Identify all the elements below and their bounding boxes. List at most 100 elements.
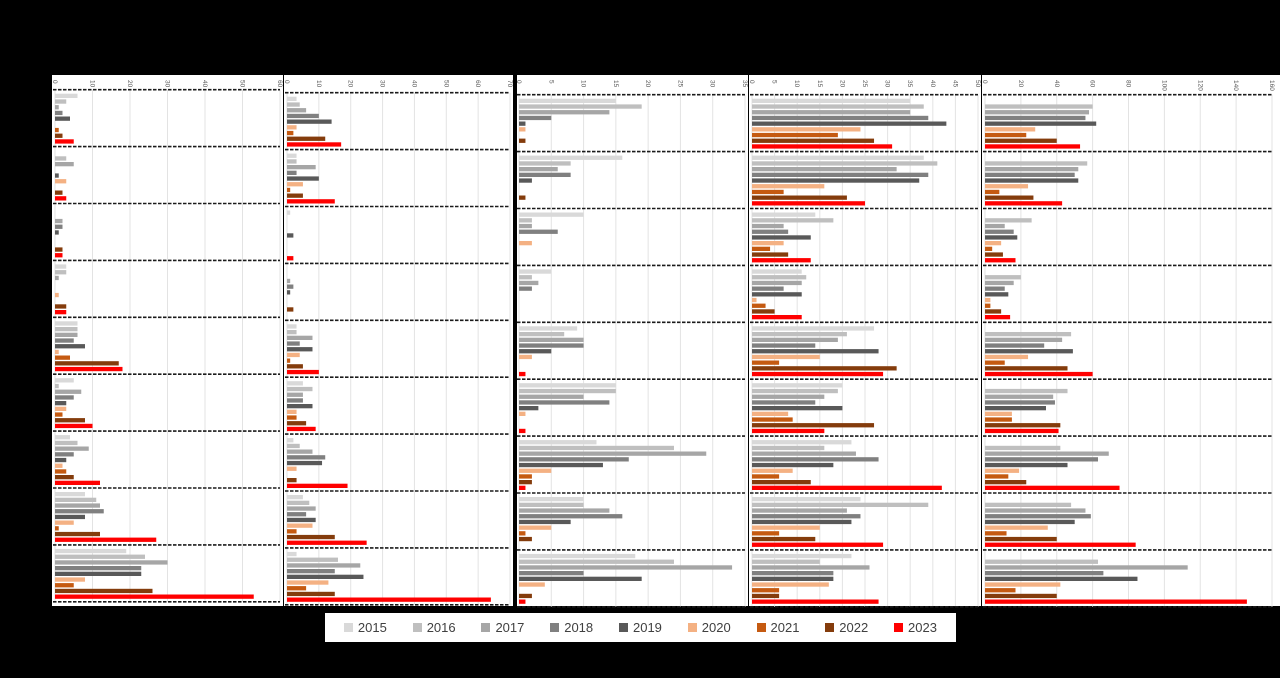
x-tick-label: 25 — [676, 80, 683, 88]
bar-2015 — [55, 93, 78, 98]
bar-2018 — [985, 229, 1014, 234]
bar-2016 — [287, 557, 338, 562]
bar-2022 — [287, 193, 303, 198]
bar-2023 — [55, 139, 74, 144]
bar-2016 — [519, 502, 584, 507]
x-tick-label: 0 — [981, 80, 988, 84]
x-tick-label: 5 — [547, 80, 554, 84]
bar-2017 — [287, 506, 316, 511]
bar-2016 — [985, 104, 1093, 109]
bar-2016 — [287, 500, 310, 505]
bar-2018 — [287, 569, 335, 574]
bar-2016 — [55, 99, 67, 104]
bar-2016 — [287, 102, 300, 107]
x-tick-label: 5 — [771, 80, 778, 84]
bar-2023 — [985, 599, 1247, 604]
x-tick-label: 0 — [748, 80, 755, 84]
x-tick-label: 30 — [379, 80, 386, 88]
bar-2017 — [519, 565, 733, 570]
bar-2023 — [985, 542, 1136, 547]
bar-2021 — [287, 130, 294, 136]
bar-2023 — [287, 256, 294, 261]
bar-2017 — [287, 563, 361, 568]
bar-2018 — [519, 172, 571, 177]
x-tick-label: 160 — [1268, 80, 1275, 91]
bar-2022 — [985, 309, 1002, 314]
bar-2018 — [55, 395, 74, 400]
bar-2022 — [55, 418, 85, 423]
bar-2021 — [985, 246, 993, 251]
legend-label: 2022 — [839, 620, 869, 635]
bar-2017 — [519, 451, 707, 456]
bar-2015 — [287, 153, 297, 158]
bar-2023 — [752, 201, 865, 206]
bar-2021 — [55, 583, 74, 588]
bar-2020 — [985, 468, 1020, 473]
legend-swatch — [756, 623, 766, 632]
bar-2022 — [287, 307, 294, 312]
bar-2018 — [287, 113, 319, 119]
bar-2019 — [55, 173, 59, 178]
bar-2016 — [752, 502, 929, 507]
bar-2015 — [519, 155, 623, 160]
bar-2021 — [752, 132, 838, 138]
bar-2017 — [55, 560, 168, 565]
bar-2022 — [752, 252, 789, 257]
bar-2017 — [752, 565, 870, 570]
bar-2018 — [519, 343, 584, 348]
bar-2019 — [287, 574, 364, 579]
bar-2018 — [519, 115, 552, 121]
bar-2020 — [287, 580, 329, 585]
bar-2021 — [752, 360, 780, 365]
legend-swatch — [343, 623, 353, 632]
bar-2020 — [985, 127, 1036, 132]
bar-2019 — [287, 460, 323, 466]
bar-2017 — [55, 332, 78, 337]
x-tick-label: 40 — [410, 80, 417, 88]
bar-2015 — [519, 440, 597, 445]
bar-2016 — [519, 388, 616, 394]
bar-2018 — [752, 229, 789, 234]
bar-2019 — [985, 576, 1138, 581]
bar-2023 — [985, 201, 1063, 206]
x-tick-label: 50 — [239, 80, 246, 88]
bar-2021 — [985, 132, 1027, 138]
bar-2018 — [287, 341, 300, 346]
bar-2020 — [985, 184, 1029, 189]
bar-2017 — [519, 394, 584, 399]
legend-swatch — [412, 623, 422, 632]
bar-2018 — [55, 452, 74, 457]
bar-2022 — [55, 190, 63, 195]
bar-2020 — [985, 354, 1029, 360]
bar-2017 — [985, 167, 1079, 172]
bar-2019 — [287, 347, 313, 352]
bar-2021 — [55, 412, 63, 417]
bar-2017 — [985, 223, 1005, 229]
bar-2019 — [519, 121, 526, 126]
bar-2019 — [55, 230, 59, 235]
bar-2017 — [55, 105, 59, 110]
bar-2022 — [287, 421, 307, 426]
bar-2020 — [752, 184, 825, 189]
bar-2022 — [519, 480, 532, 485]
bar-2016 — [55, 497, 97, 502]
bar-2016 — [519, 161, 571, 166]
bar-2022 — [519, 138, 526, 143]
bar-2018 — [287, 284, 294, 289]
bar-2017 — [985, 565, 1188, 570]
bar-2016 — [519, 104, 642, 109]
bar-2017 — [752, 280, 802, 286]
bar-2023 — [752, 542, 884, 547]
bar-2017 — [55, 503, 100, 508]
bar-2016 — [55, 327, 78, 332]
bar-2023 — [985, 428, 1059, 434]
x-tick-label: 0 — [515, 80, 522, 84]
legend: 2015 2016 2017 2018 2019 2020 2021 2022 … — [325, 613, 956, 642]
legend-item-2023: 2023 — [894, 620, 937, 635]
bar-2017 — [55, 162, 74, 167]
bar-2019 — [287, 290, 291, 295]
bar-2023 — [519, 371, 526, 377]
legend-item-2017: 2017 — [481, 620, 524, 635]
bar-2021 — [985, 417, 1012, 422]
